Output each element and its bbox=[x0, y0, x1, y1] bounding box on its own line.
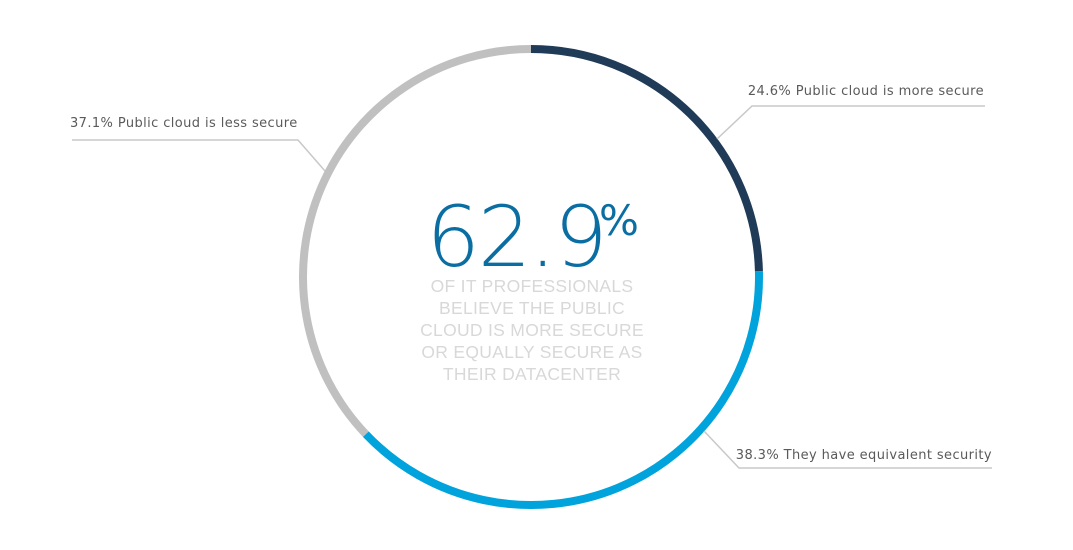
center-caption-line-2: BELIEVE THE PUBLIC bbox=[439, 298, 625, 318]
leader-line-equivalent bbox=[703, 430, 992, 469]
center-caption-line-1: OF IT PROFESSIONALS bbox=[431, 276, 634, 296]
leader-lines bbox=[72, 105, 992, 469]
donut-slice-more-secure bbox=[530, 45, 763, 272]
donut-slice-less-secure bbox=[299, 45, 532, 437]
center-statistic-number: 62.9 bbox=[426, 188, 605, 286]
donut-slices bbox=[299, 45, 763, 509]
center-caption-line-5: THEIR DATACENTER bbox=[443, 364, 621, 384]
donut-slice-equivalent bbox=[362, 271, 763, 509]
leader-line-less-secure bbox=[72, 139, 326, 172]
slice-label-more-secure: 24.6% Public cloud is more secure bbox=[748, 84, 984, 99]
center-statistic-percent: % bbox=[599, 196, 639, 245]
center-caption-line-4: OR EQUALLY SECURE AS bbox=[421, 342, 642, 362]
slice-label-less-secure: 37.1% Public cloud is less secure bbox=[70, 116, 298, 131]
leader-line-more-secure bbox=[716, 105, 985, 140]
center-caption-line-3: CLOUD IS MORE SECURE bbox=[420, 320, 644, 340]
slice-label-equivalent: 38.3% They have equivalent security bbox=[736, 448, 992, 463]
